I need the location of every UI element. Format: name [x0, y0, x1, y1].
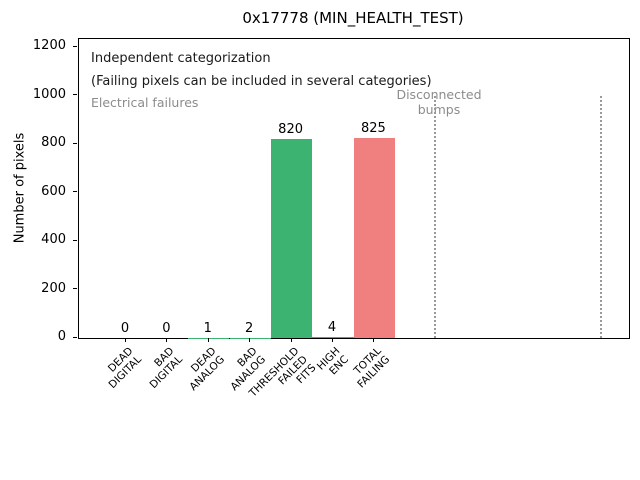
y-tick-label: 800	[41, 135, 66, 150]
x-tick	[249, 338, 251, 342]
y-tick-label: 600	[41, 183, 66, 199]
y-tick	[73, 94, 77, 95]
y-tick	[73, 45, 77, 47]
bar-total-failing	[353, 137, 396, 338]
y-tick	[73, 191, 77, 192]
y-tick	[73, 288, 77, 289]
y-tick	[73, 239, 77, 241]
x-tick-label-dead-digital: DEAD DIGITAL	[105, 345, 144, 391]
annotation-independent-categorization: Independent categorization (Failing pixe…	[91, 51, 432, 89]
bar-threshold-failed-fits	[270, 139, 313, 338]
x-tick-label-high-enc: HIGH ENC	[314, 345, 351, 378]
annotation-disconnected-bumps: Disconnected bumps	[396, 87, 482, 117]
x-tick	[332, 338, 333, 342]
y-tick	[73, 336, 77, 338]
bar-value-label-threshold-failed-fits: 820	[278, 122, 304, 138]
bar-value-label-total-failing: 825	[360, 120, 386, 136]
y-tick-label: 1200	[32, 38, 66, 53]
annotation-electrical-failures: Electrical failures	[91, 95, 199, 110]
x-tick	[166, 338, 168, 342]
bar-value-label-dead-analog: 1	[203, 320, 212, 336]
dotted-separator-line-left	[433, 96, 436, 338]
x-tick	[207, 338, 209, 342]
bar-value-label-bad-analog: 2	[245, 320, 254, 336]
x-tick-label-total-failing: TOTAL FAILING	[351, 345, 393, 391]
chart-title: 0x17778 (MIN_HEALTH_TEST)	[242, 9, 464, 27]
y-tick-label: 0	[57, 329, 66, 344]
x-tick	[373, 338, 375, 342]
bar-high-enc	[312, 337, 354, 338]
y-tick-label: 400	[41, 232, 66, 247]
plot-area: Independent categorization (Failing pixe…	[78, 38, 630, 339]
dotted-separator-line-right	[599, 96, 602, 338]
x-tick-label-bad-digital: BAD DIGITAL	[147, 345, 186, 391]
y-tick-label: 1000	[32, 86, 66, 102]
bar-value-label-bad-digital: 0	[162, 321, 171, 336]
y-tick	[73, 142, 77, 144]
bar-value-label-high-enc: 4	[327, 320, 337, 336]
x-tick-label-dead-analog: DEAD ANALOG	[187, 345, 227, 394]
y-tick-label: 200	[41, 280, 66, 296]
x-tick	[125, 338, 126, 342]
bar-value-label-dead-digital: 0	[120, 321, 130, 336]
x-tick	[290, 338, 292, 342]
